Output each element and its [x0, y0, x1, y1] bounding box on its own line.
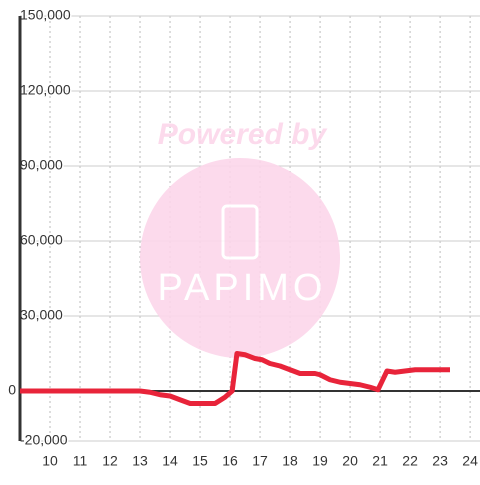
- y-tick-label: -20,000: [20, 432, 68, 448]
- x-tick-label: 17: [252, 453, 268, 469]
- watermark-logo: PAPIMO: [158, 267, 327, 309]
- x-tick-label: 21: [372, 453, 388, 469]
- x-tick-label: 14: [162, 453, 178, 469]
- x-tick-label: 18: [282, 453, 298, 469]
- x-tick-label: 24: [462, 453, 478, 469]
- x-tick-label: 11: [73, 453, 88, 469]
- y-tick-label: 90,000: [20, 157, 63, 173]
- x-tick-label: 16: [222, 453, 238, 469]
- x-tick-label: 19: [312, 453, 328, 469]
- y-tick-label: 150,000: [20, 7, 71, 23]
- x-tick-label: 23: [432, 453, 448, 469]
- watermark: Powered by PAPIMO: [140, 118, 340, 358]
- data-line: [20, 351, 450, 406]
- watermark-text: Powered by: [158, 118, 328, 151]
- x-tick-label: 20: [342, 453, 358, 469]
- y-tick-label: 30,000: [20, 307, 63, 323]
- x-tick-label: 10: [42, 453, 58, 469]
- x-tick-label: 22: [402, 453, 418, 469]
- y-tick-label: 60,000: [20, 232, 63, 248]
- x-tick-label: 13: [132, 453, 148, 469]
- y-tick-label: 0: [8, 382, 16, 398]
- x-tick-label: 12: [102, 453, 118, 469]
- y-tick-label: 120,000: [20, 82, 71, 98]
- x-tick-label: 15: [192, 453, 208, 469]
